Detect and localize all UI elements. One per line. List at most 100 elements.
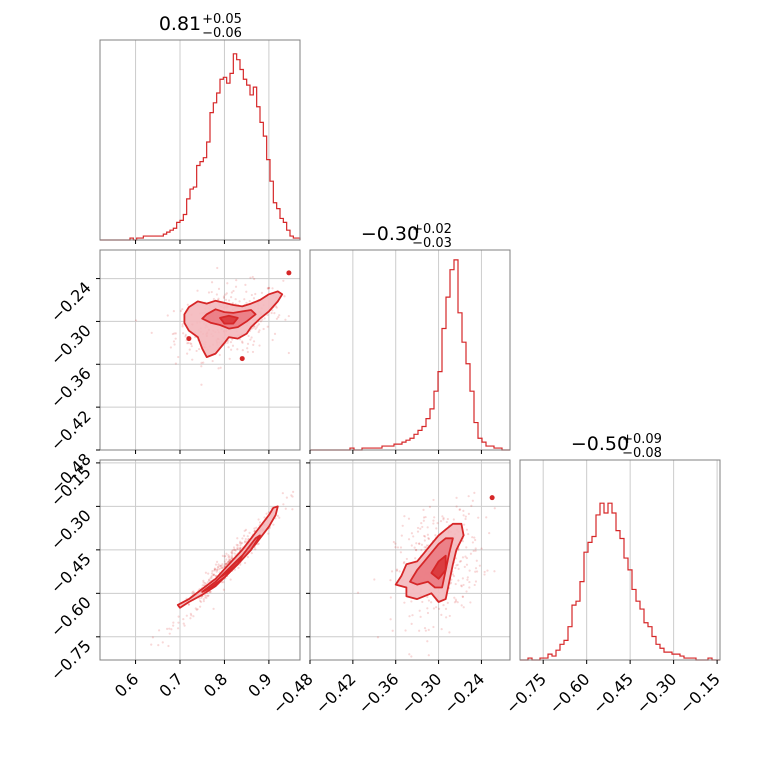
pair-panel-p1-p2-sample-126 [423, 546, 426, 549]
pair-panel-p0-p1-sample-254 [215, 293, 218, 296]
pair-panel-p0-p1-sample-255 [222, 295, 226, 298]
pair-panel-p0-p2-sample-338 [157, 629, 161, 632]
pair-panel-p0-p2-sample-64 [167, 644, 170, 648]
pair-panel-p0-p2-sample-168 [213, 567, 216, 570]
pair-panel-p0-p1-sample-379 [252, 343, 255, 346]
pair-panel-p1-p2-sample-321 [394, 546, 397, 549]
pair-panel-p0-p1-sample-185 [287, 314, 290, 318]
pair-panel-p1-p2-sample-101 [426, 607, 429, 610]
pair-panel-p0-p2-sample-50 [207, 578, 211, 581]
pair-panel-p0-p2-sample-232 [220, 564, 223, 567]
pair-panel-p1-p2-sample-196 [453, 601, 457, 604]
pair-panel-p0-p2-sample-353 [225, 558, 228, 561]
pair-panel-p1-p2-sample-246 [422, 519, 425, 522]
pair-panel-p1-p2-xtick-label-3: −0.30 [397, 669, 445, 717]
pair-panel-p0-p2-sample-213 [216, 569, 219, 572]
pair-panel-p0-p2-sample-145 [250, 551, 253, 555]
pair-panel-p0-p2-sample-254 [226, 562, 229, 565]
pair-panel-p1-p2-sample-24 [469, 601, 472, 604]
pair-panel-p0-p1-sample-61 [250, 293, 253, 297]
pair-panel-p1-p2-sample-150 [415, 542, 418, 545]
pair-panel-p0-p2-sample-49 [233, 552, 236, 555]
pair-panel-p0-p2-xtick-label-1: 0.7 [155, 669, 186, 700]
pair-panel-p1-p2-sample-56 [452, 518, 455, 521]
pair-panel-p1-p2-sample-206 [471, 541, 474, 544]
pair-panel-p0-p2-sample-341 [237, 566, 240, 569]
pair-panel-p1-p2-xtick-label-2: −0.36 [354, 669, 402, 717]
pair-panel-p0-p2-sample-43 [233, 568, 237, 571]
pair-panel-p1-p2-sample-42 [433, 516, 436, 519]
pair-panel-p0-p2-sample-173 [224, 554, 227, 558]
pair-panel-p0-p2-sample-294 [225, 552, 228, 555]
pair-panel-p1-p2-sample-105 [442, 603, 445, 607]
pair-panel-p1-p2-sample-14 [457, 548, 460, 552]
pair-panel-p0-p2-sample-266 [212, 573, 215, 576]
pair-panel-p0-p2-sample-319 [215, 570, 218, 573]
pair-panel-p1-p2-sample-191 [404, 629, 407, 632]
pair-panel-p1-p2-sample-218 [493, 507, 496, 510]
pair-panel-p0-p1-sample-326 [224, 293, 227, 296]
pair-panel-p1-p2-sample-182 [432, 607, 436, 610]
pair-panel-p1-p2-xtick-label-1: −0.42 [312, 669, 360, 717]
pair-panel-p0-p2-sample-63 [168, 632, 171, 635]
pair-panel-p1-p2-sample-320 [448, 614, 451, 618]
pair-panel-p0-p1-sample-141 [231, 338, 234, 341]
pair-panel-p0-p2-sample-268 [190, 614, 193, 617]
pair-panel-p1-p2-sample-110 [461, 540, 464, 543]
pair-panel-p0-p2-sample-121 [236, 544, 239, 547]
pair-panel-p1-p2-sample-211 [422, 508, 425, 511]
pair-panel-p0-p2-sample-297 [177, 615, 180, 618]
hist-panel-p2: −0.75−0.60−0.45−0.30−0.15 −0.50+0.09−0.08 [502, 432, 724, 717]
pair-panel-p0-p1-sample-5 [172, 340, 176, 343]
pair-panel-p1-p2-sample-377 [480, 547, 483, 550]
pair-panel-p0-p2-sample-32 [206, 581, 209, 584]
pair-panel-p0-p2-sample-15 [210, 576, 213, 579]
pair-panel-p0-p2-sample-128 [207, 579, 211, 582]
pair-panel-p1-p2-sample-240 [456, 563, 459, 566]
pair-panel-p0-p2-sample-97 [228, 558, 231, 562]
pair-panel-p0-p2-sample-219 [212, 573, 215, 577]
pair-panel-p0-p2-sample-174 [196, 608, 199, 611]
pair-panel-p0-p1-sample-18 [219, 366, 222, 369]
pair-panel-p0-p2-sample-273 [203, 581, 206, 585]
pair-panel-p1-p2-sample-17 [452, 574, 456, 578]
pair-panel-p0-p1-sample-334 [252, 297, 256, 300]
pair-panel-p0-p1-ytick-label-3: −0.30 [47, 321, 95, 369]
pair-panel-p0-p2-sample-378 [230, 551, 233, 554]
pair-panel-p1-p2-sample-49 [468, 586, 471, 589]
pair-panel-p1-p2-sample-58 [423, 534, 426, 538]
pair-panel-p0-p1-sample-25 [217, 287, 221, 290]
pair-panel-p1-p2-sample-160 [410, 544, 413, 547]
pair-panel-p0-p2-sample-375 [231, 551, 234, 554]
pair-panel-p1-p2-sample-15 [474, 567, 478, 570]
pair-panel-p0-p1-sample-131 [256, 324, 259, 327]
pair-panel-p1-p2-sample-208 [440, 613, 443, 616]
pair-panel-p0-p1-sample-296 [210, 290, 213, 294]
pair-panel-p0-p1-sample-30 [245, 290, 248, 293]
pair-panel-p1-p2: −0.48−0.42−0.36−0.30−0.24 [269, 459, 511, 717]
pair-panel-p0-p2-sample-102 [168, 627, 171, 630]
pair-panel-p0-p2-sample-367 [219, 567, 222, 570]
pair-panel-p1-p2-sample-209 [470, 504, 473, 507]
pair-panel-p1-p2-sample-364 [456, 601, 459, 604]
pair-panel-p0-p1-sample-322 [234, 285, 238, 288]
pair-panel-p0-p2-sample-161 [240, 541, 244, 545]
pair-panel-p1-p2-sample-305 [416, 530, 420, 533]
pair-panel-p1-p2-sample-279 [389, 596, 392, 599]
pair-panel-p1-p2-sample-5 [420, 522, 423, 525]
pair-panel-p1-p2-sample-36 [485, 516, 488, 519]
pair-panel-p0-p2-sample-122 [192, 615, 195, 618]
pair-panel-p1-p2-sample-81 [394, 542, 397, 545]
pair-panel-p0-p1-sample-113 [278, 314, 281, 317]
pair-panel-p0-p1-sample-354 [252, 326, 255, 329]
pair-panel-p0-p1-sample-13 [227, 339, 230, 342]
pair-panel-p0-p2-sample-332 [285, 496, 288, 499]
pair-panel-p0-p2-sample-68 [233, 548, 236, 551]
pair-panel-p0-p1-sample-332 [188, 348, 191, 351]
pair-panel-p1-p2-sample-4 [466, 578, 469, 581]
pair-panel-p0-p2-sample-349 [199, 599, 202, 603]
pair-panel-p0-p1-sample-287 [253, 277, 256, 281]
pair-panel-p0-p2-sample-203 [232, 546, 236, 549]
pair-panel-p0-p2-sample-101 [219, 564, 222, 568]
pair-panel-p1-p2-sample-343 [430, 601, 433, 604]
